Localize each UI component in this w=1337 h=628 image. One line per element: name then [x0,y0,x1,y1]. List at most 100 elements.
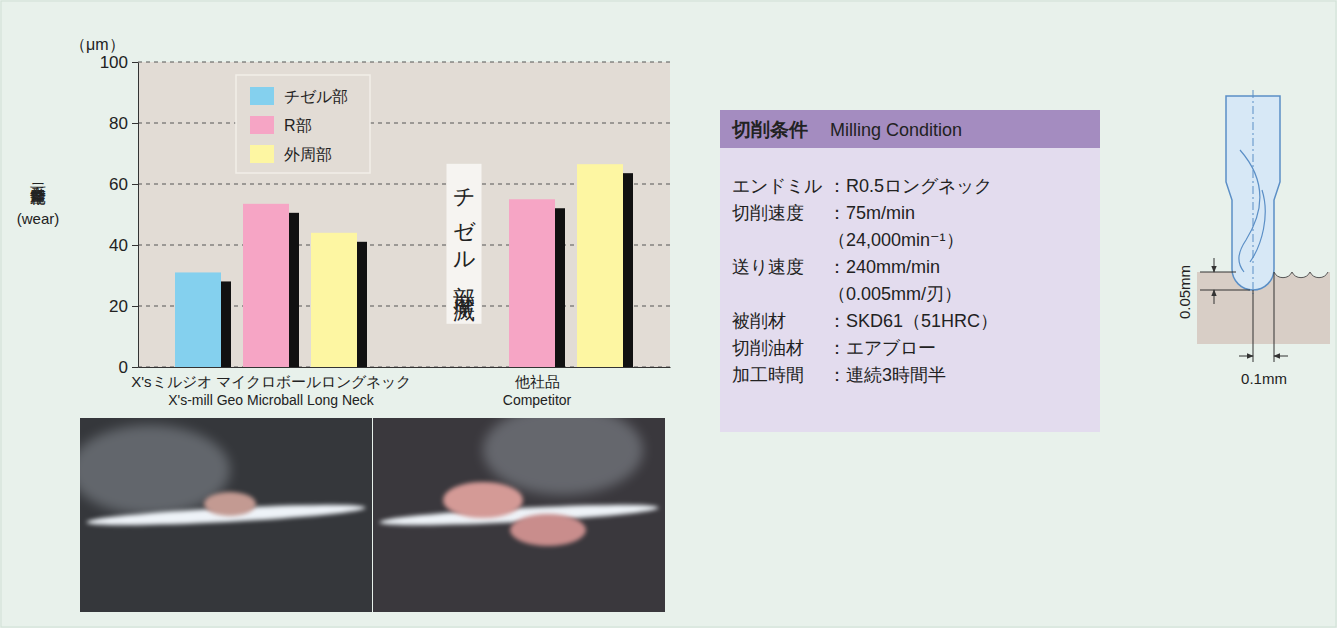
plot-background [138,62,670,367]
tick-label: X'sミルジオ マイクロボールロングネックX's-mill Geo Microb… [131,373,411,408]
bar-shadow [555,208,565,367]
photo-wear [443,482,523,518]
dimension-label: 0.1mm [1241,370,1287,387]
grid-line [138,123,670,124]
table-header [720,110,1100,148]
tick: 80 [109,114,138,133]
y-axis: 0 20 40 60 80 100 [100,53,139,377]
tick-label: 40 [109,236,128,255]
photo [80,418,372,612]
tick-label: 他社品Competitor [503,373,572,408]
dimension-label: 0.05mm [1176,265,1193,319]
scallop-cut [1274,266,1330,278]
bar-shadow [289,213,299,367]
table-body [720,148,1100,432]
chart: 0 20 40 60 80 100 X'sミルジオ マイクロボールロングネックX's-mil… [17,36,671,408]
x-axis: X'sミルジオ マイクロボールロングネックX's-mill Geo Microb… [131,367,670,408]
flute [1250,190,1265,262]
grid [138,62,670,367]
dimension-arrow [1214,290,1215,304]
bar-shadow [623,173,633,367]
row-label: 送り速度 [732,257,804,277]
tick-mark [132,367,138,368]
row-value: ：240mm/min [828,257,940,277]
center-line [1253,90,1254,294]
bar-shadow [357,242,367,367]
annotation-box [447,164,482,324]
table-title-en: Milling Condition [830,120,962,140]
tick-mark [132,306,138,307]
tick: 100 [100,53,138,72]
axis-line [139,367,671,368]
photo [373,418,665,612]
unit-label: （μm） [70,36,125,53]
dimension-line [1253,290,1254,362]
row-label: 切削油材 [732,338,804,358]
tick-label: 0 [119,358,128,377]
legend-swatch [250,145,274,163]
table-title: 切削条件 [731,119,808,140]
row-value: （24,000min⁻¹） [828,230,964,250]
tick: 20 [109,297,138,316]
axis-line [138,63,139,368]
tick: 40 [109,236,138,255]
tick: 他社品Competitor [503,367,572,408]
row-label: 加工時間 [732,365,804,385]
row-value: （0.005mm/刃） [828,284,962,304]
legend-box [236,75,370,173]
row-value: ：R0.5ロングネック [828,176,992,196]
bar [509,199,555,367]
dimension-line [1200,272,1236,273]
row-label: 切削速度 [732,203,804,223]
annotation: （μm） [70,36,125,53]
row-value: ：SKD61（51HRC） [828,311,998,331]
row-value: ：連続3時間半 [828,365,946,385]
grid-line [138,62,670,63]
dimension-arrow [1274,356,1288,357]
tick-label: 80 [109,114,128,133]
dimension-arrow [1214,258,1215,272]
tick-mark [132,245,138,246]
y-axis-title: 二番面摩耗量 (wear) [17,172,60,227]
axis-title: (wear) [17,210,60,227]
tick-label: 20 [109,297,128,316]
figure: 0 20 40 60 80 100 X'sミルジオ マイクロボールロングネックX's-mil… [0,0,1337,628]
row-value: ：エアブロー [828,338,936,358]
tick-label: 100 [100,53,128,72]
photo-wear [510,514,586,546]
legend-swatch [250,87,274,105]
legend-swatch [250,116,274,134]
tool-diagram: 0.05mm 0.1mm [1176,90,1330,387]
legend: チゼル部 R部外周部 [236,75,370,173]
axis-title: 二番面摩耗量 [30,172,47,206]
dimension-line [1274,272,1275,362]
condition-table: 切削条件 Milling Condition エンドミル ：R0.5ロングネック切削速… [720,110,1100,432]
flute [1239,150,1260,272]
bar-shadow [221,281,231,367]
row-value: ：75m/min [828,203,915,223]
annotation-text: チゼル部摩滅 [452,172,477,322]
annotation: チゼル部摩滅 [447,164,482,324]
photo-wear [204,492,256,516]
bars [175,164,633,367]
tick-label: 60 [109,175,128,194]
bar [577,164,623,367]
scallop [1274,272,1328,278]
tick: X'sミルジオ マイクロボールロングネックX's-mill Geo Microb… [131,367,411,408]
row-label: 被削材 [732,311,786,331]
row-label: エンドミル [732,176,822,196]
photo-haze [483,418,643,495]
bar [311,233,357,367]
tick: 60 [109,175,138,194]
dimension-line [1200,290,1250,291]
tick-mark [132,123,138,124]
legend-label: チゼル部 [284,88,348,105]
tick-mark [132,184,138,185]
bar [175,272,221,367]
bar [243,204,289,367]
legend-label: 外周部 [284,146,332,163]
tick-mark [132,62,138,63]
legend-label: R部 [284,117,312,134]
page-background [1,1,1336,627]
dimension-arrow [1239,356,1253,357]
